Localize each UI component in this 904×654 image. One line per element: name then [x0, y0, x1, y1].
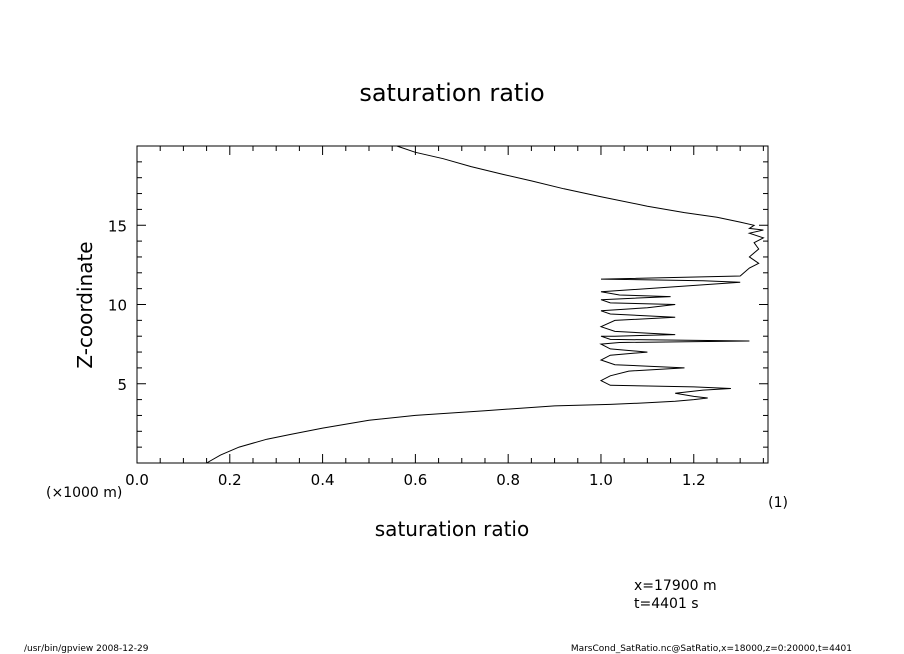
y-axis-title: Z-coordinate — [73, 241, 97, 368]
x-tick-labels: 0.0 0.2 0.4 0.6 0.8 1.0 1.2 — [125, 471, 706, 489]
x-tick-label: 0.4 — [311, 471, 335, 489]
x-tick-label: 0.0 — [125, 471, 149, 489]
x-tick-label: 0.2 — [218, 471, 242, 489]
x-tick-label: 0.6 — [403, 471, 427, 489]
x-tick-label: 1.0 — [589, 471, 613, 489]
time-readout: t=4401 s — [634, 596, 699, 612]
tick-marks — [136, 145, 768, 463]
coordinate-x-readout: x=17900 m — [634, 578, 717, 594]
y-tick-label: 10 — [108, 297, 127, 315]
footer-right: MarsCond_SatRatio.nc@SatRatio,x=18000,z=… — [571, 644, 852, 654]
x-axis-title: saturation ratio — [375, 517, 529, 541]
y-tick-label: 15 — [108, 217, 127, 235]
x-tick-label: 1.2 — [682, 471, 706, 489]
series-line — [206, 145, 765, 464]
chart-title: saturation ratio — [359, 79, 544, 107]
x-unit-note: (1) — [768, 495, 788, 511]
footer-left: /usr/bin/gpview 2008-12-29 — [24, 644, 149, 654]
y-tick-label: 5 — [117, 376, 127, 394]
y-unit-note: (×1000 m) — [46, 485, 122, 501]
x-tick-label: 0.8 — [496, 471, 520, 489]
y-tick-labels: 5 10 15 — [108, 217, 127, 394]
